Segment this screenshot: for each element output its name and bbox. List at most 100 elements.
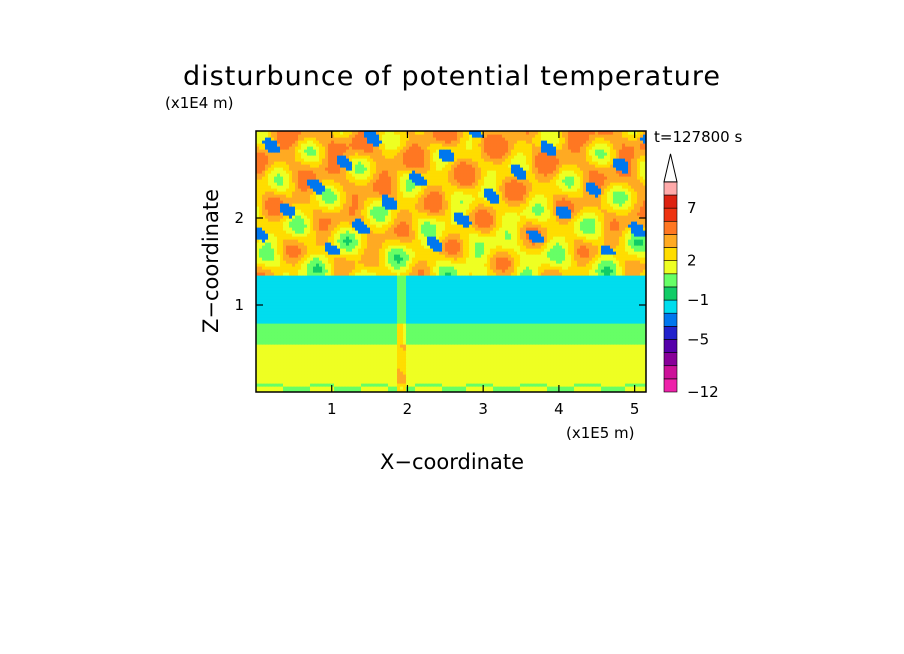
heatmap-cell [349, 290, 353, 294]
heatmap-cell [295, 353, 299, 357]
heatmap-cell [607, 320, 611, 324]
heatmap-cell [463, 362, 467, 366]
heatmap-cell [556, 326, 560, 330]
heatmap-cell [316, 383, 320, 387]
heatmap-cell [403, 305, 407, 309]
heatmap-cell [352, 389, 356, 392]
heatmap-cell [436, 350, 440, 354]
heatmap-cell [538, 323, 542, 327]
heatmap-cell [622, 371, 626, 375]
heatmap-cell [493, 350, 497, 354]
heatmap-cell [571, 296, 575, 300]
heatmap-cell [301, 296, 305, 300]
heatmap-cell [610, 365, 614, 369]
heatmap-cell [640, 389, 644, 392]
heatmap-cell [505, 374, 509, 378]
heatmap-cell [376, 314, 380, 318]
heatmap-cell [421, 332, 425, 336]
heatmap-cell [598, 362, 602, 366]
heatmap-cell [388, 344, 392, 348]
heatmap-cell [601, 302, 605, 306]
heatmap-cell [499, 323, 503, 327]
heatmap-cell [307, 377, 311, 381]
heatmap-cell [601, 326, 605, 330]
heatmap-cell [343, 365, 347, 369]
heatmap-cell [490, 287, 494, 291]
heatmap-cell [565, 380, 569, 384]
heatmap-cell [580, 308, 584, 312]
heatmap-cell [493, 305, 497, 309]
heatmap-cell [589, 293, 593, 297]
heatmap-cell [544, 389, 548, 392]
heatmap-cell [403, 362, 407, 366]
heatmap-cell [520, 314, 524, 318]
heatmap-cell [331, 317, 335, 321]
heatmap-cell [601, 344, 605, 348]
heatmap-cell [436, 308, 440, 312]
heatmap-cell [625, 338, 629, 342]
heatmap-cell [634, 329, 638, 333]
heatmap-cell [562, 371, 566, 375]
heatmap-cell [517, 347, 521, 351]
heatmap-cell [529, 368, 533, 372]
heatmap-cell [262, 347, 266, 351]
heatmap-cell [340, 383, 344, 387]
heatmap-cell [547, 350, 551, 354]
heatmap-cell [430, 317, 434, 321]
heatmap-cell [430, 341, 434, 345]
heatmap-cell [295, 320, 299, 324]
heatmap-cell [574, 362, 578, 366]
heatmap-cell [475, 311, 479, 315]
heatmap-cell [598, 317, 602, 321]
heatmap-cell [589, 311, 593, 315]
heatmap-cell [529, 386, 533, 390]
heatmap-cell [277, 335, 281, 339]
heatmap-cell [313, 374, 317, 378]
heatmap-cell [430, 299, 434, 303]
heatmap-cell [343, 389, 347, 392]
heatmap-cell [544, 287, 548, 291]
heatmap-cell [577, 311, 581, 315]
heatmap-cell [295, 329, 299, 333]
heatmap-cell [487, 332, 491, 336]
heatmap-cell [445, 302, 449, 306]
heatmap-cell [535, 299, 539, 303]
heatmap-cell [547, 341, 551, 345]
heatmap-cell [274, 380, 278, 384]
heatmap-cell [370, 335, 374, 339]
heatmap-cell [574, 347, 578, 351]
heatmap-cell [574, 320, 578, 324]
heatmap-cell [607, 302, 611, 306]
heatmap-cell [274, 386, 278, 390]
heatmap-cell [643, 290, 646, 294]
heatmap-cell [610, 302, 614, 306]
heatmap-cell [397, 371, 401, 375]
heatmap-cell [607, 347, 611, 351]
heatmap-cell [535, 383, 539, 387]
heatmap-cell [508, 335, 512, 339]
heatmap-cell [259, 341, 263, 345]
heatmap-cell [523, 365, 527, 369]
heatmap-cell [445, 389, 449, 392]
heatmap-cell [568, 374, 572, 378]
heatmap-cell [280, 305, 284, 309]
heatmap-cell [514, 293, 518, 297]
heatmap-cell [589, 344, 593, 348]
heatmap-cell [442, 341, 446, 345]
heatmap-cell [292, 383, 296, 387]
heatmap-cell [451, 305, 455, 309]
heatmap-cell [484, 374, 488, 378]
heatmap-cell [469, 296, 473, 300]
heatmap-cell [409, 296, 413, 300]
heatmap-cell [502, 329, 506, 333]
heatmap-cell [334, 389, 338, 392]
heatmap-cell [310, 287, 314, 291]
heatmap-cell [529, 374, 533, 378]
heatmap-cell [340, 308, 344, 312]
heatmap-cell [469, 368, 473, 372]
heatmap-cell [274, 287, 278, 291]
heatmap-cell [379, 284, 383, 288]
heatmap-cell [535, 323, 539, 327]
heatmap-cell [520, 383, 524, 387]
heatmap-cell [601, 329, 605, 333]
